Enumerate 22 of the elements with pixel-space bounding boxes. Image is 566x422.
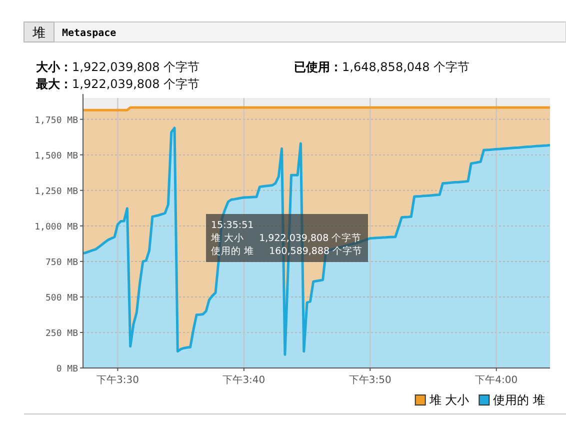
y-tick-label: 500 MB <box>45 293 78 304</box>
text: Metaspace <box>62 28 116 39</box>
x-tick-label: 下午4:00 <box>475 374 518 386</box>
annotation: 堆 大小 1,922,039,808 个字节 <box>210 232 362 244</box>
text: 大小：1,922,039,808 个字节 <box>36 60 200 74</box>
y-tick-label: 0 MB <box>56 364 78 374</box>
x-tick-label: 下午3:50 <box>348 374 392 386</box>
y-tick-label: 1,250 MB <box>34 186 78 197</box>
y-tick-label: 1,000 MB <box>34 222 78 232</box>
text: 堆 <box>32 26 46 41</box>
y-tick-label: 1,500 MB <box>34 151 78 162</box>
x-tick-label: 下午3:40 <box>222 374 266 386</box>
annotation: 使用的 堆 160,589,888 个字节 <box>211 245 363 257</box>
y-tick-label: 250 MB <box>45 328 78 339</box>
y-tick-label: 750 MB <box>45 258 78 268</box>
y-tick-label: 1,750 MB <box>34 116 78 126</box>
legend-label: 堆 大小 <box>428 393 470 407</box>
x-tick-label: 下午3:30 <box>96 374 139 386</box>
legend-label: 使用的 堆 <box>493 393 545 407</box>
annotation: 15:35:51 <box>211 220 254 231</box>
text: 最大：1,922,039,808 个字节 <box>35 77 200 91</box>
text: 已使用：1,648,858,048 个字节 <box>294 60 470 74</box>
